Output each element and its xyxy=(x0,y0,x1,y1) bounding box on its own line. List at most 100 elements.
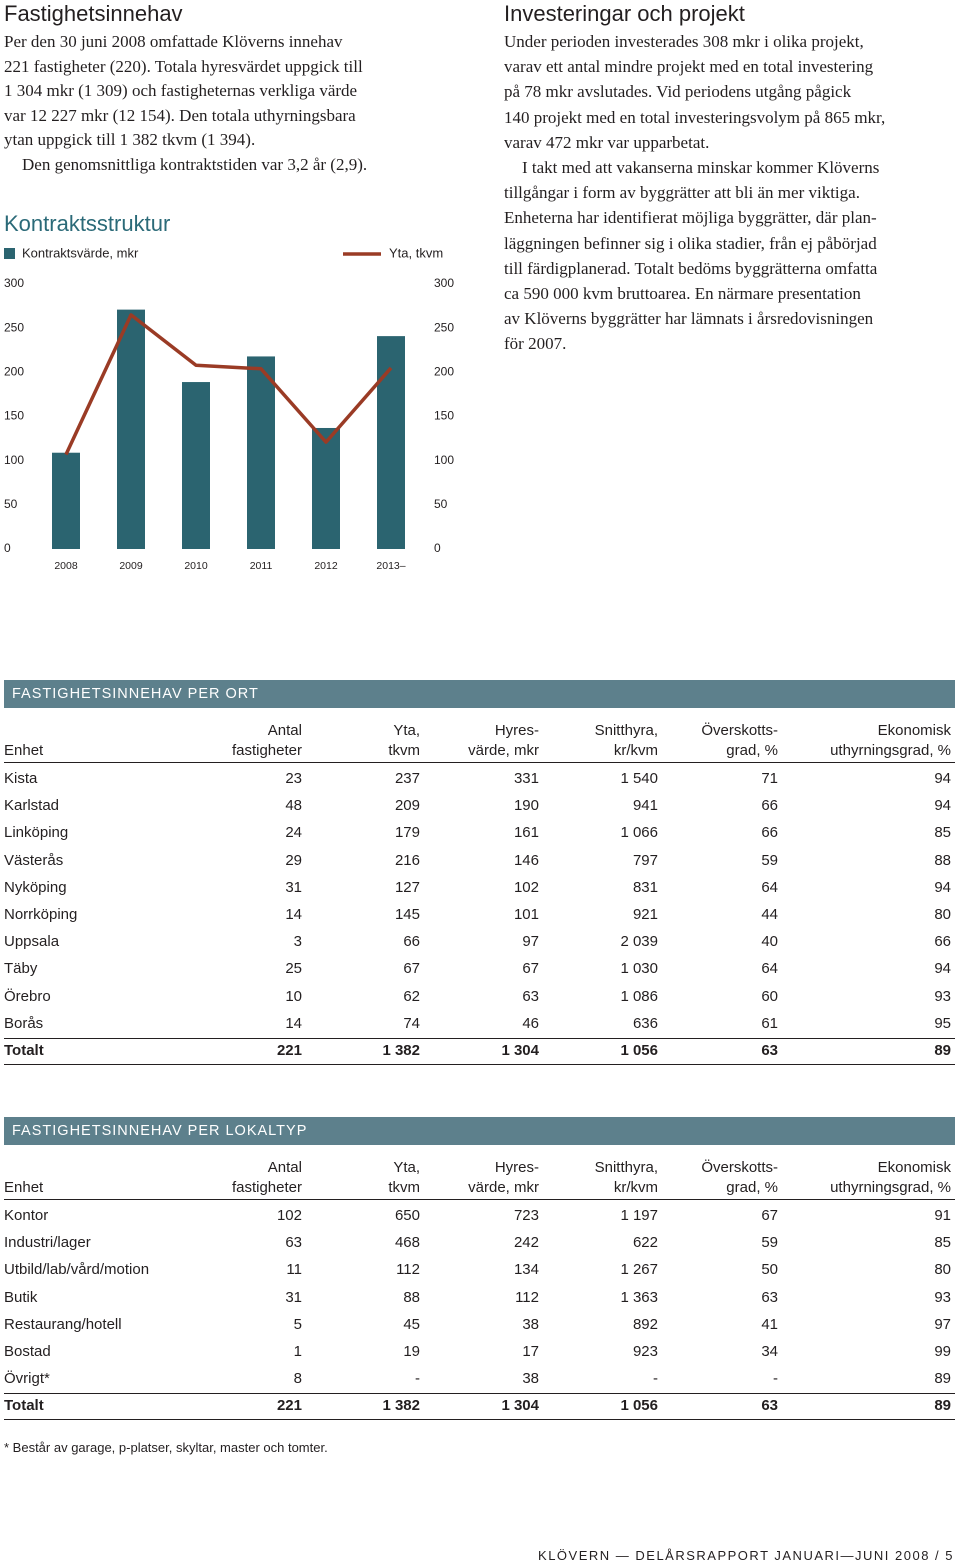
table-cell: 99 xyxy=(934,1343,951,1360)
x-tick-label: 2009 xyxy=(119,560,143,572)
table-cell: 112 xyxy=(515,1288,539,1306)
table-cell: 89 xyxy=(934,1370,951,1388)
paragraph-line: Den genomsnittliga kontraktstiden var 3,… xyxy=(22,155,368,174)
table-cell: Karlstad xyxy=(4,797,60,815)
y-tick-label: 250 xyxy=(4,320,24,334)
table-cell: 85 xyxy=(934,1234,951,1252)
table-cell: 636 xyxy=(632,1014,658,1032)
table-cell: 216 xyxy=(394,851,420,869)
table-cell: 95 xyxy=(934,1014,951,1032)
table-cell: Norrköping xyxy=(4,906,78,923)
table-cell: 63 xyxy=(761,1397,778,1415)
table-cell: 1 197 xyxy=(620,1207,658,1224)
table-cell: 80 xyxy=(934,1261,951,1279)
paragraph-line: Under perioden investerades 308 mkr i ol… xyxy=(504,32,864,51)
chart: Kontraktsstruktur 0 50 100 150 200 250 300 0 50 1… xyxy=(4,211,454,572)
bottom-rule xyxy=(4,1064,955,1065)
paragraph-line: ytan uppgick till 1 382 tkvm (1 394). xyxy=(4,130,256,150)
table-cell: 2 039 xyxy=(620,933,658,951)
table-cell: 1 304 xyxy=(501,1042,539,1059)
table-cell: Västerås xyxy=(4,851,64,869)
column-header: grad, % xyxy=(726,742,778,759)
table-cell: 242 xyxy=(513,1234,539,1252)
table-cell: Totalt xyxy=(4,1397,44,1415)
table-cell: 19 xyxy=(403,1343,420,1360)
column-header: Överskotts- xyxy=(701,1159,778,1176)
table-cell: 59 xyxy=(761,1234,778,1252)
table-cell: 331 xyxy=(513,770,539,787)
column-header: Snitthyra, xyxy=(594,722,658,739)
column-header: Yta, xyxy=(393,1159,420,1176)
table-cell: 66 xyxy=(934,933,951,951)
x-tick-label: 2008 xyxy=(54,560,78,572)
table-cell: 221 xyxy=(276,1042,302,1059)
table-cell: 41 xyxy=(761,1315,778,1333)
table-cell: 94 xyxy=(934,797,951,815)
x-tick-label: 2011 xyxy=(250,560,273,572)
column-header: Enhet xyxy=(4,742,44,759)
x-tick-label: 2012 xyxy=(314,560,338,572)
table-cell: Uppsala xyxy=(4,933,60,951)
y2-tick-label: 100 xyxy=(434,453,454,467)
table-cell: 80 xyxy=(934,906,951,923)
column-header: Ekonomisk xyxy=(877,722,951,739)
total-rule xyxy=(4,1038,955,1039)
section-title: Investeringar och projekt xyxy=(504,1,745,26)
y-tick-label: 0 xyxy=(4,541,11,555)
table-cell: 179 xyxy=(394,824,420,842)
column-header: kr/kvm xyxy=(613,742,658,759)
y2-tick-label: 0 xyxy=(434,541,441,555)
table-cell: 1 056 xyxy=(620,1042,658,1059)
table-title: FASTIGHETSINNEHAV PER ORT xyxy=(12,686,259,702)
table-cell: 1 540 xyxy=(620,770,658,787)
table-cell: - xyxy=(653,1370,658,1388)
table-cell: 85 xyxy=(934,824,951,842)
table-cell: 3 xyxy=(293,933,302,951)
paragraph-line: läggningen befinner sig i olika stadier,… xyxy=(504,233,877,253)
table-cell: 237 xyxy=(394,770,420,787)
table-cell: 48 xyxy=(285,797,302,815)
column-header: Hyres- xyxy=(494,722,539,739)
column-header: Överskotts- xyxy=(701,722,778,739)
table-cell: 62 xyxy=(403,987,420,1005)
table-cell: 89 xyxy=(934,1042,951,1059)
section-title: Fastighetsinnehav xyxy=(4,1,183,26)
table-cell: 46 xyxy=(522,1014,539,1032)
footnote: * Består av garage, p-platser, skyltar, … xyxy=(4,1440,328,1455)
table-cell: Borås xyxy=(4,1014,44,1032)
column-header: Yta, xyxy=(393,722,420,739)
table-cell: 14 xyxy=(285,906,302,923)
table-cell: 127 xyxy=(394,878,420,896)
table-cell: 797 xyxy=(632,851,658,869)
table-cell: 50 xyxy=(761,1261,778,1279)
table-cell: 1 056 xyxy=(620,1397,658,1415)
chart-title: Kontraktsstruktur xyxy=(4,211,170,236)
bar xyxy=(117,309,145,549)
column-header: Ekonomisk xyxy=(877,1159,951,1176)
table-title: FASTIGHETSINNEHAV PER LOKALTYP xyxy=(12,1123,308,1139)
table-cell: 921 xyxy=(632,906,658,923)
table-cell: 1 304 xyxy=(501,1397,539,1415)
table-cell: 63 xyxy=(761,1288,778,1306)
table-cell: 88 xyxy=(934,851,951,869)
column-header: uthyrningsgrad, % xyxy=(830,1179,951,1196)
table-cell: 44 xyxy=(761,906,778,923)
table-header-bar xyxy=(4,680,955,708)
y2-tick-label: 200 xyxy=(434,365,454,379)
table-cell: 29 xyxy=(285,851,302,869)
table-cell: 102 xyxy=(276,1207,302,1224)
legend-swatch xyxy=(4,248,15,259)
paragraph-line: 1 304 mkr (1 309) och fastigheternas ver… xyxy=(4,81,358,101)
table-cell: 45 xyxy=(403,1315,420,1333)
paragraph-line: av Klöverns byggrätter har lämnats i års… xyxy=(504,309,874,329)
table-cell: 112 xyxy=(396,1261,420,1279)
table-cell: 66 xyxy=(403,933,420,951)
y2-tick-label: 250 xyxy=(434,320,454,334)
table-cell: 64 xyxy=(761,878,778,896)
table-cell: 94 xyxy=(934,960,951,978)
y-tick-label: 300 xyxy=(4,276,24,290)
table-cell: 63 xyxy=(285,1234,302,1252)
table-cell: Butik xyxy=(4,1288,38,1306)
table-cell: 63 xyxy=(761,1042,778,1059)
